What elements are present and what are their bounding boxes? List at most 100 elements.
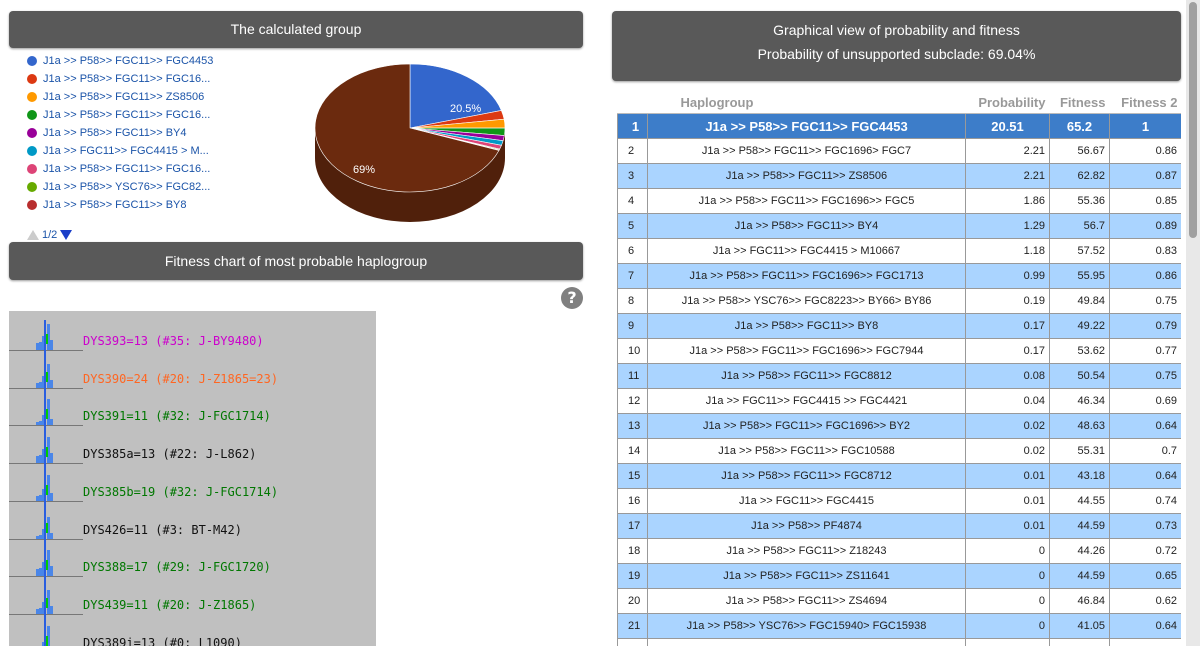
cell-haplogroup: J1a >> P58>> FGC11>> FGC8812	[647, 363, 966, 389]
cell-index: 1	[617, 113, 648, 139]
cell-fitness: 49.84	[1049, 288, 1110, 314]
scrollbar-thumb[interactable]	[1189, 2, 1197, 238]
legend-label: J1a >> P58>> FGC11>> FGC16...	[43, 163, 211, 175]
pie-slice[interactable]	[409, 63, 502, 129]
table-row[interactable]: 11 J1a >> P58>> FGC11>> FGC8812 0.08 50.54 0…	[617, 363, 1181, 389]
table-row[interactable]: 10 J1a >> P58>> FGC11>> FGC1696>> FGC7944…	[617, 338, 1181, 364]
cell-fitness: 65.2	[1049, 113, 1110, 139]
fitness-label: DYS388=17 (#29: J-FGC1720)	[83, 560, 271, 575]
legend-swatch-icon	[27, 56, 37, 66]
legend-item[interactable]: J1a >> P58>> FGC11>> FGC4453	[27, 52, 213, 70]
cell-probability: 0.02	[965, 438, 1050, 464]
cell-fitness: 44.59	[1049, 513, 1110, 539]
pie-slice[interactable]	[314, 63, 500, 193]
page-scrollbar[interactable]	[1186, 0, 1200, 646]
table-row[interactable]: 5 J1a >> P58>> FGC11>> BY4 1.29 56.7 0.89	[617, 213, 1181, 239]
fitness-row: DYS391=11 (#32: J-FGC1714)	[9, 395, 376, 434]
cell-fitness: 41.05	[1049, 613, 1110, 639]
haplogroup-table-container[interactable]: Haplogroup Probability Fitness Fitness 2…	[617, 91, 1181, 646]
pager-next-icon[interactable]	[60, 230, 73, 240]
table-row[interactable]: 7 J1a >> P58>> FGC11>> FGC1696>> FGC1713 0…	[617, 263, 1181, 289]
legend-item[interactable]: J1a >> FGC11>> FGC4415 > M...	[27, 142, 213, 160]
legend-item[interactable]: J1a >> P58>> FGC11>> BY4	[27, 124, 213, 142]
table-row[interactable]: 8 J1a >> P58>> YSC76>> FGC8223>> BY66> BY…	[617, 288, 1181, 314]
table-row[interactable]: 13 J1a >> P58>> FGC11>> FGC1696>> BY2 0.02…	[617, 413, 1181, 439]
legend-item[interactable]: J1a >> P58>> FGC11>> FGC16...	[27, 160, 213, 178]
cell-haplogroup: J1a >> P58>> FGC11>> BY8	[647, 313, 966, 339]
fitness-axis	[44, 357, 46, 396]
pie-data-label: 69%	[353, 164, 375, 176]
help-icon[interactable]: ?	[561, 287, 583, 309]
table-row[interactable]: 19 J1a >> P58>> FGC11>> ZS11641 0 44.59 0.65	[617, 563, 1181, 589]
table-row[interactable]: 4 J1a >> P58>> FGC11>> FGC1696>> FGC5 1.86…	[617, 188, 1181, 214]
header-probability[interactable]: Probability	[965, 91, 1050, 114]
cell-haplogroup: J1a >> P58>> YSC76>> FGC15940> FGC15938	[647, 613, 966, 639]
table-row[interactable]: 15 J1a >> P58>> FGC11>> FGC8712 0.01 43.18 0…	[617, 463, 1181, 489]
table-row[interactable]: 6 J1a >> FGC11>> FGC4415 > M10667 1.18 57.5…	[617, 238, 1181, 264]
cell-fitness2: 0.86	[1109, 263, 1181, 289]
header-haplogroup[interactable]: Haplogroup	[647, 91, 966, 114]
header-index[interactable]	[617, 91, 648, 114]
fitness-axis	[44, 621, 46, 646]
legend-item[interactable]: J1a >> P58>> FGC11>> FGC16...	[27, 106, 213, 124]
cell-haplogroup: J1a >> P58>> FGC11>> FGC1696>> FGC7944	[647, 338, 966, 364]
table-row[interactable]: 17 J1a >> P58>> PF4874 0.01 44.59 0.73	[617, 513, 1181, 539]
cell-fitness: 43.18	[1049, 463, 1110, 489]
cell-haplogroup: J1a >> P58>> YSC76>> FGC8223>> BY66> BY8…	[647, 288, 966, 314]
table-row[interactable]: 16 J1a >> FGC11>> FGC4415 0.01 44.55 0.74	[617, 488, 1181, 514]
cell-haplogroup: J1a >> P58>> FGC11>> ZS4740	[647, 638, 966, 646]
cell-index: 10	[617, 338, 648, 364]
cell-fitness2: 0.75	[1109, 363, 1181, 389]
legend-swatch-icon	[27, 92, 37, 102]
table-row[interactable]: 3 J1a >> P58>> FGC11>> ZS8506 2.21 62.82 0.8…	[617, 163, 1181, 189]
table-header-row: Haplogroup Probability Fitness Fitness 2	[617, 91, 1181, 114]
fitness-row: DYS385a=13 (#22: J-L862)	[9, 433, 376, 472]
legend-item[interactable]: J1a >> P58>> YSC76>> FGC82...	[27, 178, 213, 196]
fitness-histogram-bar	[50, 453, 53, 464]
calculated-group-title: The calculated group	[230, 21, 362, 37]
legend-item[interactable]: J1a >> P58>> FGC11>> ZS8506	[27, 88, 213, 106]
table-row[interactable]: 22J1a >> P58>> FGC11>> ZS4740042.380.59	[617, 638, 1181, 646]
fitness-marker	[46, 334, 48, 344]
table-row[interactable]: 12 J1a >> FGC11>> FGC4415 >> FGC4421 0.04 4…	[617, 388, 1181, 414]
table-row[interactable]: 18 J1a >> P58>> FGC11>> Z18243 0 44.26 0.72	[617, 538, 1181, 564]
cell-fitness2: 1	[1109, 113, 1181, 139]
cell-probability: 0	[965, 538, 1050, 564]
cell-fitness2: 0.62	[1109, 588, 1181, 614]
header-fitness[interactable]: Fitness	[1049, 91, 1110, 114]
pager-prev-icon[interactable]	[27, 230, 39, 240]
header-fitness2[interactable]: Fitness 2	[1109, 91, 1181, 114]
unsupported-probability-text: Probability of unsupported subclade: 69.…	[757, 46, 1036, 62]
cell-index: 20	[617, 588, 648, 614]
table-row[interactable]: 21 J1a >> P58>> YSC76>> FGC15940> FGC1593…	[617, 613, 1181, 639]
fitness-histogram-bar	[36, 569, 39, 577]
fitness-row: DYS389i=13 (#0: L1090)	[9, 621, 376, 646]
cell-index: 3	[617, 163, 648, 189]
table-row[interactable]: 20 J1a >> P58>> FGC11>> ZS4694 0 46.84 0.62	[617, 588, 1181, 614]
fitness-baseline	[9, 350, 83, 351]
cell-fitness: 55.36	[1049, 188, 1110, 214]
fitness-histogram-bar	[47, 363, 50, 388]
cell-fitness2: 0.74	[1109, 488, 1181, 514]
table-row[interactable]: 14 J1a >> P58>> FGC11>> FGC10588 0.02 55.31…	[617, 438, 1181, 464]
table-row-top[interactable]: 1 J1a >> P58>> FGC11>> FGC4453 20.51 65.2 1	[617, 113, 1181, 139]
fitness-axis	[44, 583, 46, 622]
cell-fitness2: 0.85	[1109, 188, 1181, 214]
fitness-histogram-bar	[50, 419, 53, 426]
fitness-axis	[44, 546, 46, 585]
table-row[interactable]: 2 J1a >> P58>> FGC11>> FGC1696> FGC7 2.21 5…	[617, 138, 1181, 164]
cell-index: 15	[617, 463, 648, 489]
table-row[interactable]: 9 J1a >> P58>> FGC11>> BY8 0.17 49.22 0.79	[617, 313, 1181, 339]
legend-item[interactable]: J1a >> P58>> FGC11>> FGC16...	[27, 70, 213, 88]
legend-label: J1a >> P58>> YSC76>> FGC82...	[43, 181, 211, 193]
cell-haplogroup: J1a >> P58>> FGC11>> FGC1696>> FGC5	[647, 188, 966, 214]
fitness-histogram-bar	[50, 379, 53, 388]
cell-fitness: 55.31	[1049, 438, 1110, 464]
legend-item[interactable]: J1a >> P58>> FGC11>> BY8	[27, 196, 213, 214]
cell-haplogroup: J1a >> P58>> FGC11>> Z18243	[647, 538, 966, 564]
fitness-row: DYS439=11 (#20: J-Z1865)	[9, 583, 376, 622]
cell-probability: 2.21	[965, 138, 1050, 164]
legend-swatch-icon	[27, 128, 37, 138]
cell-fitness: 56.67	[1049, 138, 1110, 164]
fitness-axis	[44, 470, 46, 509]
